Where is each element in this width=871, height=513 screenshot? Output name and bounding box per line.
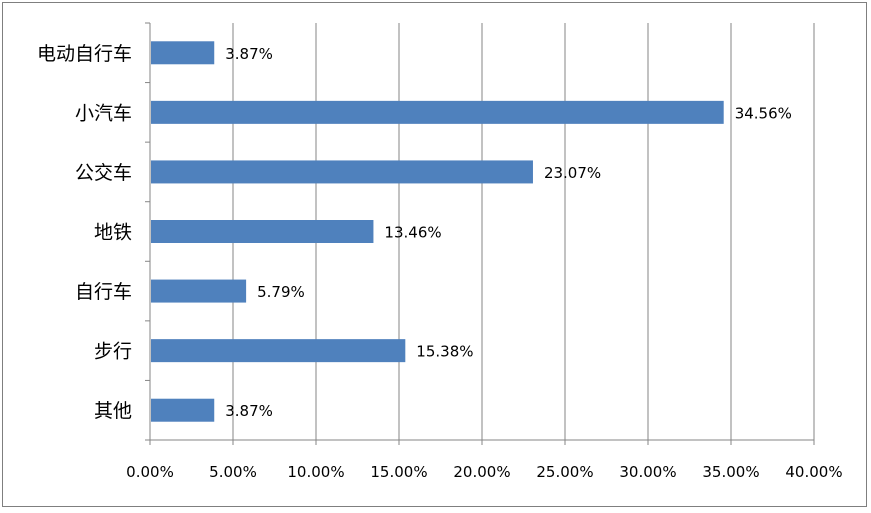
bar	[151, 279, 247, 303]
chart-frame: 0.00% 5.00% 10.00% 15.00% 20.00% 25.00% 30.00%…	[2, 2, 867, 507]
bar	[151, 220, 374, 243]
x-tick-label: 40.00%	[785, 463, 842, 481]
value-label: 13.46%	[384, 224, 441, 242]
category-label: 地铁	[94, 222, 132, 244]
x-tick-label: 0.00%	[126, 463, 174, 481]
value-label: 3.87%	[225, 45, 273, 63]
value-label: 15.38%	[416, 343, 473, 361]
x-tick-label: 25.00%	[536, 463, 593, 481]
bar	[151, 398, 215, 422]
x-tick-label: 15.00%	[370, 463, 427, 481]
value-label: 23.07%	[544, 164, 601, 182]
x-tick-label: 20.00%	[453, 463, 510, 481]
x-tick-label: 30.00%	[619, 463, 676, 481]
value-label: 3.87%	[225, 402, 273, 420]
value-label: 5.79%	[257, 283, 305, 301]
bar	[151, 100, 724, 124]
category-label: 自行车	[75, 281, 132, 303]
value-label: 34.56%	[735, 104, 792, 122]
bar	[151, 160, 533, 184]
x-tick-label: 35.00%	[702, 463, 759, 481]
bar-chart: 0.00% 5.00% 10.00% 15.00% 20.00% 25.00% 30.00%…	[37, 22, 843, 481]
x-tick-label: 10.00%	[287, 463, 344, 481]
bar	[151, 41, 215, 65]
category-label: 其他	[94, 400, 132, 422]
category-label: 电动自行车	[37, 43, 132, 65]
bar	[151, 339, 406, 363]
category-label: 步行	[94, 341, 132, 363]
category-label: 小汽车	[75, 102, 132, 124]
x-tick-label: 5.00%	[209, 463, 257, 481]
category-label: 公交车	[75, 162, 132, 184]
